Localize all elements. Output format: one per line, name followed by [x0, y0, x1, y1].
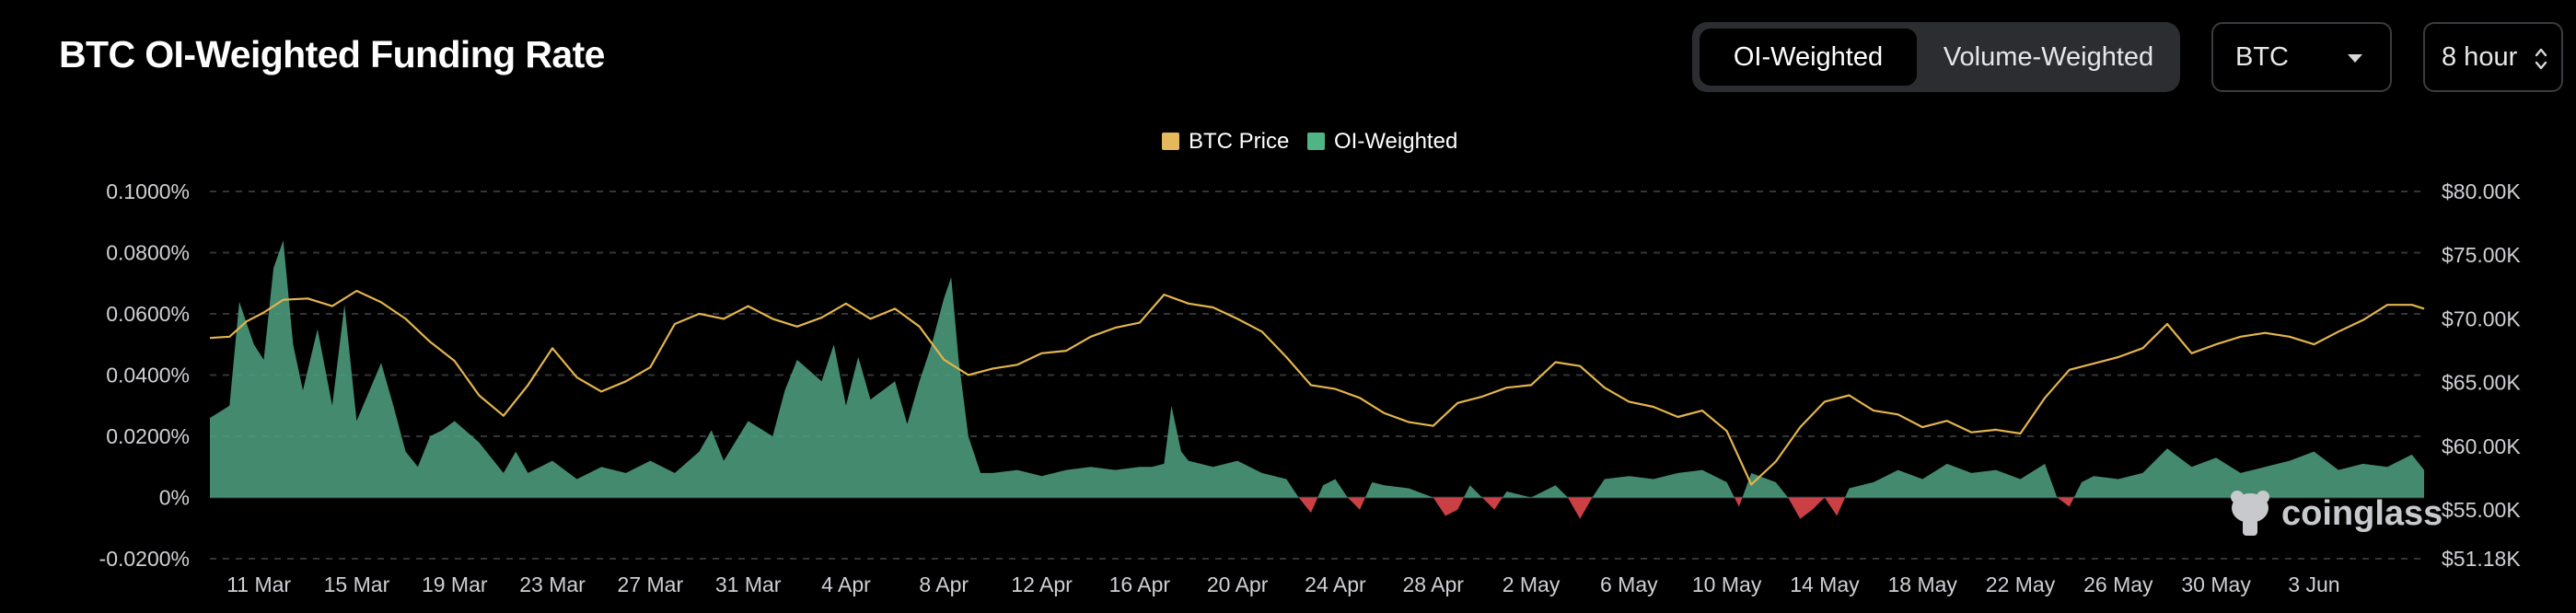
x-tick-label: 27 Mar: [618, 573, 684, 596]
chevron-down-icon: [2348, 54, 2362, 63]
y-right-tick-label: $55.00K: [2442, 498, 2521, 522]
x-tick-label: 10 May: [1692, 573, 1762, 596]
x-tick-label: 4 Apr: [821, 573, 871, 596]
y-left-tick-label: -0.0200%: [99, 547, 190, 571]
x-tick-label: 6 May: [1600, 573, 1658, 596]
page-title: BTC OI-Weighted Funding Rate: [59, 33, 605, 75]
x-tick-label: 8 Apr: [919, 573, 969, 596]
tab-oi-weighted[interactable]: OI-Weighted: [1700, 29, 1917, 86]
x-tick-label: 23 Mar: [519, 573, 586, 596]
coinglass-logo-icon: [2231, 491, 2269, 536]
y-right-tick-label: $75.00K: [2442, 243, 2521, 267]
x-tick-label: 18 May: [1888, 573, 1958, 596]
period-select[interactable]: 8 hour: [2423, 22, 2563, 92]
x-tick-label: 20 Apr: [1207, 573, 1269, 596]
y-right-tick-label: $51.18K: [2442, 547, 2521, 571]
x-tick-label: 14 May: [1790, 573, 1860, 596]
period-select-value: 8 hour: [2442, 42, 2518, 72]
y-right-tick-label: $60.00K: [2442, 434, 2521, 458]
tab-volume-weighted[interactable]: Volume-Weighted: [1943, 42, 2154, 72]
x-tick-label: 28 Apr: [1402, 573, 1464, 596]
x-tick-label: 31 Mar: [715, 573, 782, 596]
x-tick-label: 24 Apr: [1305, 573, 1366, 596]
y-left-tick-label: 0.0200%: [106, 424, 190, 448]
legend-label-oi[interactable]: OI-Weighted: [1334, 129, 1457, 154]
x-tick-label: 22 May: [1986, 573, 2056, 596]
y-right-tick-label: $70.00K: [2442, 306, 2521, 330]
btc-price-line: [209, 289, 2425, 486]
coinglass-watermark: coinglass: [2231, 491, 2443, 536]
y-left-tick-label: 0.0800%: [106, 241, 190, 265]
y-left-tick-label: 0.0400%: [106, 364, 190, 387]
coin-select-value: BTC: [2235, 42, 2289, 72]
sort-updown-icon: [2535, 48, 2547, 70]
watermark-text: coinglass: [2281, 494, 2443, 533]
x-tick-label: 12 Apr: [1011, 573, 1073, 596]
legend-swatch-price: [1162, 133, 1179, 150]
x-tick-label: 11 Mar: [226, 573, 291, 596]
oi-weighted-area-positive: [210, 240, 2424, 498]
weighting-toggle: OI-Weighted Volume-Weighted: [1692, 22, 2180, 92]
y-left-tick-label: 0.1000%: [106, 179, 190, 203]
legend-label-price[interactable]: BTC Price: [1189, 129, 1289, 154]
x-tick-label: 15 Mar: [324, 573, 390, 596]
y-left-tick-label: 0.0600%: [106, 302, 190, 326]
y-right-tick-label: $80.00K: [2442, 179, 2521, 203]
coin-select[interactable]: BTC: [2211, 22, 2392, 92]
x-tick-label: 19 Mar: [422, 573, 488, 596]
x-tick-label: 26 May: [2083, 573, 2153, 596]
x-tick-label: 2 May: [1503, 573, 1561, 596]
x-tick-label: 16 Apr: [1109, 573, 1171, 596]
x-tick-label: 30 May: [2181, 573, 2251, 596]
legend-swatch-oi: [1307, 133, 1325, 150]
chart-legend: BTC Price OI-Weighted: [1162, 129, 1457, 154]
y-right-tick-label: $65.00K: [2442, 371, 2521, 395]
y-left-tick-label: 0%: [159, 486, 190, 510]
x-tick-label: 3 Jun: [2288, 573, 2339, 596]
